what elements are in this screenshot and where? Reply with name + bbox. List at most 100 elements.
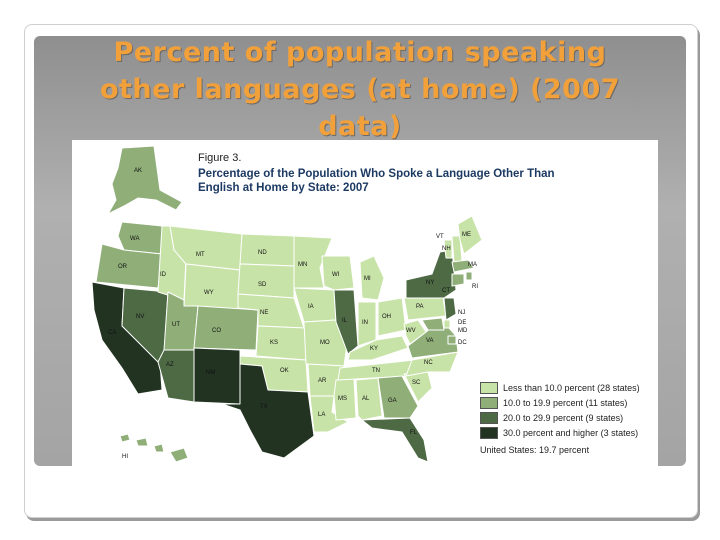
state-al bbox=[355, 377, 383, 421]
state-mn bbox=[293, 235, 333, 289]
label-az: AZ bbox=[166, 362, 174, 368]
label-nh: NH bbox=[442, 246, 451, 252]
label-ks: KS bbox=[270, 340, 278, 346]
state-ak bbox=[107, 145, 183, 215]
legend-item: Less than 10.0 percent (28 states) bbox=[480, 380, 640, 395]
label-nm: NM bbox=[206, 370, 215, 376]
state-ky bbox=[347, 335, 409, 361]
state-nj bbox=[443, 297, 457, 321]
label-tx: TX bbox=[260, 404, 268, 410]
us-choropleth-map: AK WA OR CA NV ID MT WY UT CO AZ NM ND S… bbox=[91, 145, 483, 463]
label-id: ID bbox=[160, 272, 167, 278]
state-dc bbox=[447, 335, 457, 345]
state-ga bbox=[377, 375, 419, 419]
legend-swatch bbox=[480, 426, 498, 439]
label-ok: OK bbox=[280, 368, 289, 374]
legend-us-total: United States: 19.7 percent bbox=[480, 445, 590, 455]
label-me: ME bbox=[462, 232, 471, 238]
label-co: CO bbox=[212, 328, 221, 334]
slide-title-line-1: Percent of population speaking bbox=[113, 37, 607, 68]
label-ky: KY bbox=[370, 346, 378, 352]
legend-label: Less than 10.0 percent (28 states) bbox=[503, 382, 640, 393]
label-la: LA bbox=[318, 412, 325, 418]
label-tn: TN bbox=[372, 368, 380, 374]
state-co bbox=[193, 305, 259, 351]
label-il: IL bbox=[342, 318, 348, 324]
state-tx bbox=[221, 363, 315, 459]
label-ri: RI bbox=[472, 284, 478, 290]
legend-item: 30.0 percent and higher (3 states) bbox=[480, 425, 640, 440]
label-ms: MS bbox=[338, 396, 347, 402]
label-nj: NJ bbox=[458, 310, 465, 316]
label-ga: GA bbox=[388, 398, 397, 404]
state-vt bbox=[443, 239, 453, 259]
label-hi: HI bbox=[122, 454, 128, 460]
state-az bbox=[157, 349, 195, 403]
legend-label: 20.0 to 29.9 percent (9 states) bbox=[503, 412, 624, 423]
state-md bbox=[421, 317, 445, 331]
state-hi bbox=[119, 433, 189, 463]
slide-title-line-2: other languages (at home) (2007 bbox=[99, 74, 621, 105]
label-pa: PA bbox=[416, 304, 424, 310]
label-ca: CA bbox=[108, 330, 116, 336]
legend-label: 10.0 to 19.9 percent (11 states) bbox=[503, 397, 628, 408]
label-ia: IA bbox=[308, 304, 314, 310]
legend-label: 30.0 percent and higher (3 states) bbox=[503, 427, 639, 438]
state-nm bbox=[193, 347, 241, 405]
state-de bbox=[443, 319, 451, 329]
figure-title-line-2: English at Home by State: 2007 bbox=[198, 182, 369, 194]
label-md: MD bbox=[458, 328, 468, 334]
state-wy bbox=[183, 263, 241, 311]
label-sc: SC bbox=[412, 380, 421, 386]
label-wy: WY bbox=[204, 290, 214, 296]
label-de: DE bbox=[458, 320, 466, 326]
figure-title-line-1: Percentage of the Population Who Spoke a… bbox=[198, 168, 555, 180]
state-fl bbox=[361, 417, 429, 463]
label-va: VA bbox=[426, 338, 434, 344]
label-oh: OH bbox=[382, 314, 391, 320]
legend-swatch bbox=[480, 411, 498, 424]
state-wi bbox=[321, 255, 355, 291]
slide-title: Percent of population speaking other lan… bbox=[60, 34, 660, 145]
label-sd: SD bbox=[258, 282, 267, 288]
state-ma bbox=[451, 259, 475, 273]
label-ut: UT bbox=[172, 322, 180, 328]
state-mo bbox=[303, 319, 349, 367]
label-mi: MI bbox=[364, 276, 371, 282]
figure-label: Figure 3. bbox=[198, 152, 242, 164]
label-al: AL bbox=[362, 396, 370, 402]
label-fl: FL bbox=[410, 430, 418, 436]
slide-title-line-3: data) bbox=[318, 111, 402, 142]
label-ma: MA bbox=[468, 262, 477, 268]
label-ar: AR bbox=[318, 378, 327, 384]
label-wa: WA bbox=[130, 236, 139, 242]
state-wa bbox=[117, 221, 163, 255]
legend-swatch bbox=[480, 381, 498, 394]
label-nv: NV bbox=[136, 314, 144, 320]
label-mo: MO bbox=[320, 340, 330, 346]
label-in: IN bbox=[362, 320, 368, 326]
state-wv bbox=[403, 319, 427, 345]
legend-item: 20.0 to 29.9 percent (9 states) bbox=[480, 410, 640, 425]
state-ct bbox=[451, 273, 465, 287]
label-nc: NC bbox=[424, 360, 433, 366]
label-wi: WI bbox=[332, 272, 340, 278]
label-vt: VT bbox=[436, 234, 444, 240]
state-il bbox=[333, 289, 359, 355]
label-ct: CT bbox=[442, 288, 450, 294]
label-ak: AK bbox=[134, 168, 142, 174]
label-nd: ND bbox=[258, 250, 267, 256]
label-ne: NE bbox=[260, 310, 268, 316]
label-ny: NY bbox=[426, 280, 434, 286]
state-me bbox=[457, 215, 483, 255]
legend-item: 10.0 to 19.9 percent (11 states) bbox=[480, 395, 640, 410]
map-legend: Less than 10.0 percent (28 states) 10.0 … bbox=[480, 380, 640, 455]
state-mi bbox=[359, 255, 385, 301]
label-wv: WV bbox=[406, 328, 416, 334]
state-ri bbox=[465, 271, 473, 281]
map-figure: AK WA OR CA NV ID MT WY UT CO AZ NM ND S… bbox=[72, 140, 658, 466]
label-mn: MN bbox=[298, 262, 307, 268]
label-or: OR bbox=[118, 264, 128, 270]
legend-swatch bbox=[480, 396, 498, 409]
label-dc: DC bbox=[458, 340, 467, 346]
